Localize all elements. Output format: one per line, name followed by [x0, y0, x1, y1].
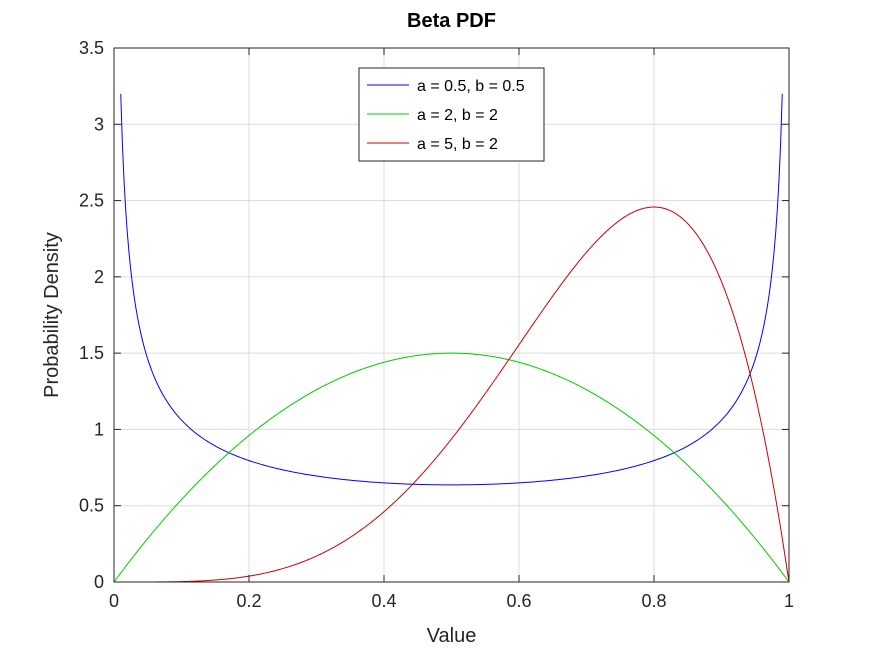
x-tick-label: 1 [784, 591, 794, 611]
y-tick-label: 2 [94, 267, 104, 287]
legend: a = 0.5, b = 0.5 a = 2, b = 2 a = 5, b = 2 [358, 67, 545, 162]
y-tick-label: 0.5 [79, 496, 104, 516]
legend-label: a = 0.5, b = 0.5 [417, 78, 525, 95]
x-tick-label: 0.8 [641, 591, 666, 611]
series-line-3 [114, 206, 790, 583]
series-lines [113, 93, 790, 583]
x-tick-label: 0.4 [371, 591, 396, 611]
axis-ticks: 0 0.2 0.4 0.6 0.8 1 0 0.5 1 1.5 2 2.5 3 3.5 [79, 38, 794, 611]
legend-label: a = 5, b = 2 [417, 136, 498, 153]
y-tick-label: 3 [94, 114, 104, 134]
x-tick-label: 0.6 [506, 591, 531, 611]
legend-label: a = 2, b = 2 [417, 107, 498, 124]
y-tick-label: 1 [94, 419, 104, 439]
x-axis-label: Value [427, 625, 477, 647]
y-tick-label: 2.5 [79, 191, 104, 211]
y-tick-label: 3.5 [79, 38, 104, 58]
series-line-1 [120, 93, 783, 486]
plot-area-frame [113, 47, 790, 583]
series-line-2 [113, 352, 790, 583]
y-tick-label: 1.5 [79, 343, 104, 363]
y-axis-label: Probability Density [41, 232, 63, 398]
x-tick-label: 0 [109, 591, 119, 611]
chart-title: Beta PDF [407, 10, 496, 32]
y-tick-label: 0 [94, 572, 104, 592]
x-tick-label: 0.2 [236, 591, 261, 611]
